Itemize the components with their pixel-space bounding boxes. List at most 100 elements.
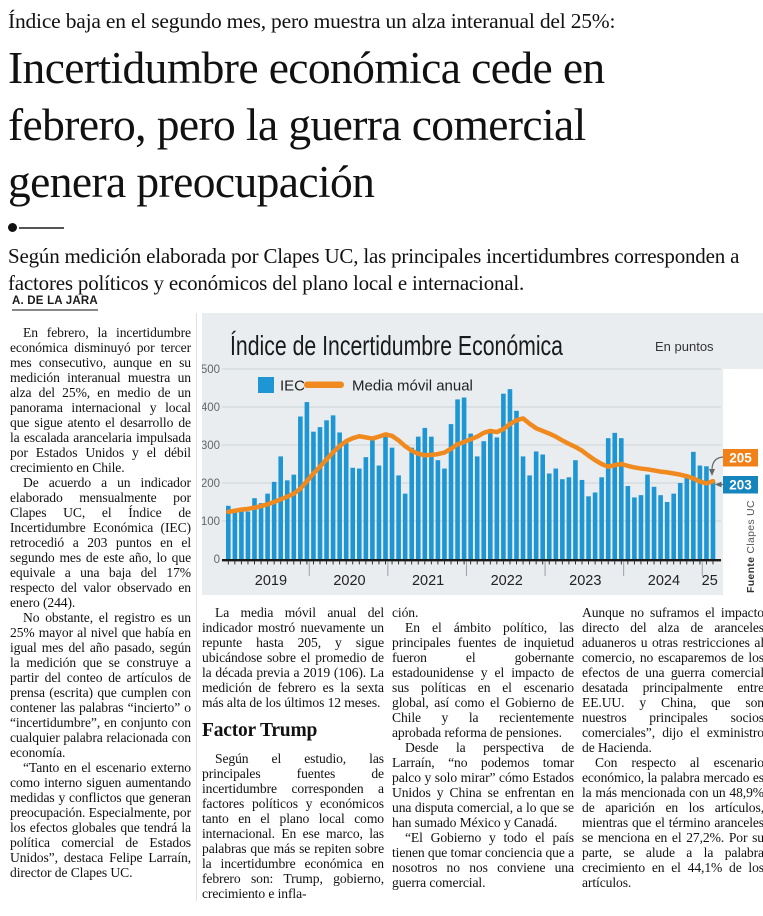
iec-bar xyxy=(625,486,631,559)
iec-bar xyxy=(468,433,473,559)
iec-bar xyxy=(481,441,487,559)
legend-line-swatch xyxy=(304,381,344,388)
paragraph: No obstante, el registro es un 25% mayor… xyxy=(10,610,191,760)
y-axis-label: 500 xyxy=(202,364,220,376)
x-axis-year-label: 2023 xyxy=(569,573,601,589)
iec-chart-svg: 0 100 200 300 400 500 2019 2020 2021 2022 2023 2024… xyxy=(201,313,763,595)
y-axis-label: 300 xyxy=(202,440,220,452)
paragraph: En el ámbito político, las principales f… xyxy=(392,620,574,740)
right-area: 0 100 200 300 400 500 2019 2020 2021 2022 2023 2024… xyxy=(197,313,763,901)
iec-bar xyxy=(239,508,244,559)
iec-bar xyxy=(429,436,434,559)
iec-bar xyxy=(684,477,690,559)
iec-bar xyxy=(409,447,414,559)
paragraph: Según el estudio, las principales fuente… xyxy=(202,751,384,901)
subtitle: Según medición elaborada por Clapes UC, … xyxy=(8,244,740,295)
x-axis-year-label: 2022 xyxy=(491,573,523,589)
iec-bar xyxy=(658,495,663,559)
iec-bar xyxy=(415,436,421,559)
iec-bar xyxy=(363,457,369,559)
headline-line-2: febrero, pero la guerra comercial xyxy=(8,99,586,150)
iec-bar xyxy=(265,493,270,559)
iec-bar xyxy=(271,481,277,559)
iec-bar xyxy=(435,460,441,559)
paragraph: Aunque no suframos el impacto directo de… xyxy=(582,605,763,755)
iec-bar xyxy=(488,429,493,559)
iec-bars xyxy=(226,389,716,559)
iec-bar xyxy=(514,410,519,559)
iec-callout-value: 203 xyxy=(729,478,752,493)
iec-bar xyxy=(501,393,506,559)
paragraph: De acuerdo a un indicador elaborado mens… xyxy=(10,475,191,610)
iec-bar xyxy=(343,443,349,559)
x-axis-year-label: 2024 xyxy=(648,573,680,589)
iec-bar xyxy=(599,477,604,559)
y-axis-label: 0 xyxy=(214,554,220,566)
iec-bar xyxy=(258,503,264,559)
iec-bar xyxy=(573,460,578,559)
iec-bar xyxy=(317,427,323,559)
iec-bar xyxy=(461,397,467,559)
byline: A. DE LA JARA xyxy=(12,295,98,311)
iec-bar xyxy=(592,492,598,559)
column-2: La media móvil anual del indicador mostr… xyxy=(202,605,384,901)
iec-bar xyxy=(632,497,637,559)
paragraph: Con respecto al escenario económico, la … xyxy=(582,755,763,890)
kicker: Índice baja en el segundo mes, pero mues… xyxy=(8,9,616,33)
y-axis-label: 100 xyxy=(202,516,220,528)
iec-bar xyxy=(605,438,611,559)
iec-bar xyxy=(278,456,283,559)
divider-dot-icon xyxy=(8,223,17,232)
legend-line-label: Media móvil anual xyxy=(352,378,473,395)
y-axis-label: 400 xyxy=(202,402,220,414)
iec-bar xyxy=(232,511,238,559)
iec-bar xyxy=(507,389,513,559)
iec-bar xyxy=(370,439,375,559)
iec-bar xyxy=(455,399,460,559)
iec-bar xyxy=(494,437,500,559)
iec-bar xyxy=(560,479,565,559)
iec-bar xyxy=(520,456,526,559)
paragraph: “El Gobierno y todo el país tienen que t… xyxy=(392,830,575,890)
x-axis-year-label: 2019 xyxy=(255,573,287,589)
iec-bar xyxy=(664,502,670,559)
iec-bar xyxy=(671,493,676,559)
paragraph: En febrero, la incertidumbre económica d… xyxy=(10,325,191,475)
headline: Incertidumbre económica cede en febrero,… xyxy=(8,39,760,210)
iec-bar xyxy=(330,415,336,559)
iec-bar xyxy=(546,473,552,559)
legend-bar-swatch xyxy=(258,377,274,393)
iec-bar xyxy=(245,511,251,559)
iec-bar xyxy=(357,468,362,559)
arrow-down-icon xyxy=(709,469,715,476)
headline-line-3: genera preocupación xyxy=(8,156,375,207)
article-body: En febrero, la incertidumbre económica d… xyxy=(8,313,763,901)
iec-bar xyxy=(324,420,329,559)
iec-bar xyxy=(553,468,559,559)
column-3: ción. En el ámbito político, las principa… xyxy=(392,605,574,901)
paragraph: Desde la perspectiva de Larraín, “no pod… xyxy=(392,740,574,830)
legend-bar-label: IEC xyxy=(280,378,305,395)
iec-bar xyxy=(311,431,316,559)
ma-callout-box xyxy=(723,449,758,467)
x-axis xyxy=(222,559,721,562)
x-axis-year-label: 2020 xyxy=(333,573,365,589)
column-4: Aunque no suframos el impacto directo de… xyxy=(582,605,763,901)
iec-bar xyxy=(284,480,290,559)
paragraph: “Tanto en el escenario externo como inte… xyxy=(10,760,191,880)
iec-bar xyxy=(697,465,703,559)
iec-bar xyxy=(638,495,644,559)
iec-chart: 0 100 200 300 400 500 2019 2020 2021 2022 2023 2024… xyxy=(201,313,763,595)
chart-source: Fuente Clapes UC xyxy=(745,500,757,593)
iec-bar xyxy=(442,468,447,559)
x-axis-year-label: 2021 xyxy=(412,573,444,589)
iec-bar xyxy=(533,451,539,559)
iec-bar xyxy=(383,433,388,559)
paragraph: ción. xyxy=(392,605,419,620)
iec-bar xyxy=(691,451,696,559)
iec-bar xyxy=(566,477,572,559)
divider-line xyxy=(19,226,64,229)
iec-bar xyxy=(710,481,716,559)
chart-title: Índice de Incertidumbre Económica xyxy=(230,330,564,361)
